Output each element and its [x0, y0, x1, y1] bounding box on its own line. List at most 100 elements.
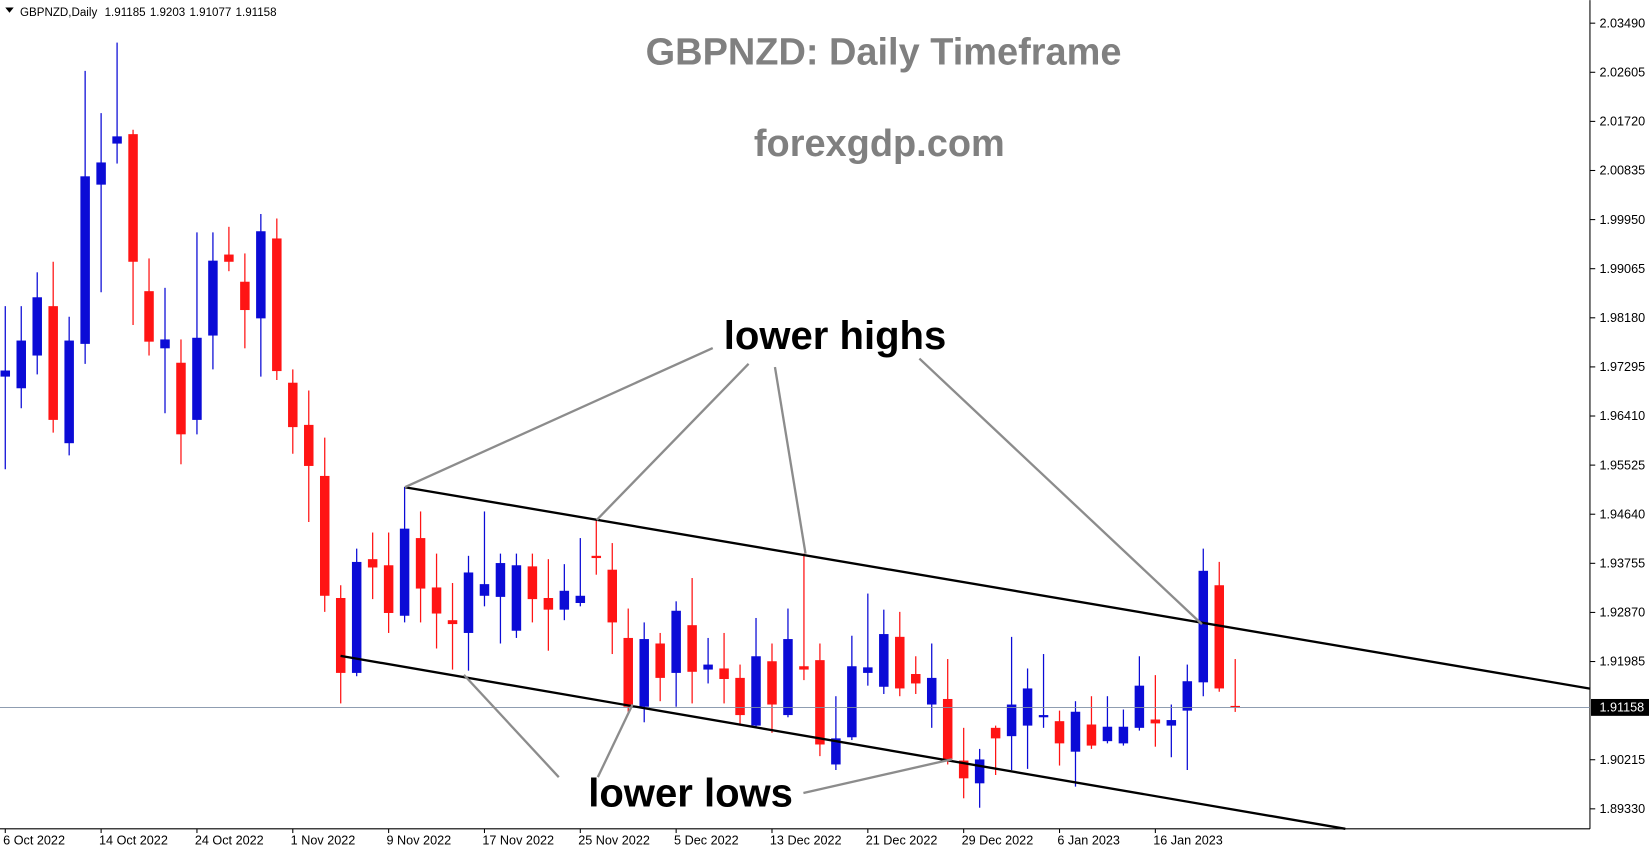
candle-body: [1214, 585, 1224, 689]
candle-body: [256, 231, 266, 319]
candle-body: [64, 340, 74, 444]
candle-body: [719, 668, 729, 680]
plot-area: [0, 42, 1590, 808]
candle-body: [671, 610, 681, 673]
candle-body: [463, 572, 474, 633]
candle-body: [735, 677, 745, 716]
x-tick-label: 9 Nov 2022: [387, 834, 452, 848]
chart-subtitle: forexgdp.com: [754, 123, 1005, 165]
candle-body: [80, 176, 90, 344]
candle-body: [815, 660, 825, 745]
pointer-line: [463, 674, 560, 778]
candle-body: [1230, 705, 1240, 708]
candle-body: [799, 666, 809, 670]
current-price-box: [1591, 698, 1649, 716]
y-tick-label: 2.01720: [1599, 115, 1645, 129]
candle-body: [607, 569, 618, 623]
annotation: lower highs: [724, 314, 947, 358]
header-arrow: [5, 7, 14, 13]
candle-body: [1198, 570, 1209, 683]
candle-body: [639, 639, 649, 707]
candle-body: [48, 306, 58, 420]
pointer-line: [918, 357, 1203, 626]
y-tick-label: 1.91985: [1599, 655, 1645, 669]
candle-body: [1150, 719, 1161, 724]
candle-body: [559, 590, 570, 610]
y-tick-label: 1.92870: [1599, 606, 1645, 620]
y-tick-label: 1.95525: [1599, 458, 1645, 472]
y-tick-label: 2.03490: [1599, 16, 1645, 30]
candle-body: [1054, 721, 1065, 744]
chart-title: GBPNZD: Daily Timeframe: [646, 31, 1122, 73]
candle-body: [304, 424, 314, 466]
candle-body: [1134, 685, 1145, 728]
y-tick-label: 1.93755: [1599, 557, 1645, 571]
y-tick-label: 1.89330: [1599, 802, 1645, 816]
candle-body: [272, 238, 282, 372]
candle-body: [990, 727, 1001, 739]
x-tick-label: 6 Jan 2023: [1057, 834, 1120, 848]
candle-body: [543, 597, 554, 610]
candle-body: [367, 559, 378, 568]
candle-body: [767, 661, 777, 705]
x-tick-label: 14 Oct 2022: [99, 834, 168, 848]
y-tick-label: 1.97295: [1599, 360, 1645, 374]
candle-body: [224, 254, 234, 262]
candle-body: [958, 760, 969, 779]
annotation: lower lows: [588, 772, 793, 816]
candle-body: [112, 136, 122, 144]
y-tick-label: 1.99950: [1599, 213, 1645, 227]
candle-body: [96, 162, 106, 185]
candle-body: [16, 340, 26, 389]
header-low: 1.91077: [189, 7, 231, 19]
pointer-line: [404, 346, 714, 489]
x-tick-label: 5 Dec 2022: [674, 834, 739, 848]
candle-body: [863, 667, 873, 673]
candle-body: [703, 664, 713, 670]
candle-body: [575, 595, 586, 603]
y-tick-label: 1.98180: [1599, 311, 1645, 325]
candle-body: [591, 555, 602, 559]
candle-body: [1070, 711, 1081, 752]
candle-body: [431, 587, 442, 614]
y-tick-label: 2.02605: [1599, 66, 1645, 80]
candle-body: [1118, 726, 1129, 744]
candle-body: [160, 339, 170, 349]
y-tick-label: 1.90215: [1599, 753, 1645, 767]
candle-body: [831, 738, 841, 765]
candle-body: [0, 370, 11, 377]
candle-body: [415, 538, 426, 589]
upper-channel-line: [404, 486, 1591, 690]
candle-body: [335, 597, 346, 673]
x-tick-label: 6 Oct 2022: [3, 834, 65, 848]
x-tick-label: 29 Dec 2022: [962, 834, 1034, 848]
candle-body: [942, 698, 953, 760]
candle-body: [319, 475, 330, 596]
y-tick-label: 2.00835: [1599, 164, 1645, 178]
candle-body: [1166, 720, 1177, 726]
candle-body: [895, 636, 905, 689]
x-tick-label: 24 Oct 2022: [195, 834, 264, 848]
pointer-line: [596, 703, 634, 778]
x-tick-label: 13 Dec 2022: [770, 834, 842, 848]
candle-body: [751, 656, 761, 726]
candle-body: [399, 528, 410, 616]
candle-body: [847, 666, 857, 738]
candle-body: [288, 382, 298, 428]
candle-body: [208, 260, 218, 336]
y-tick-label: 1.94640: [1599, 507, 1645, 521]
candle-body: [447, 620, 458, 625]
symbol: GBPNZD,Daily: [20, 7, 97, 19]
candle-body: [911, 674, 921, 684]
candle-body: [926, 677, 937, 705]
pointer-line: [803, 758, 953, 795]
candle-body: [974, 759, 985, 784]
candle-body: [527, 566, 538, 600]
pointer-line: [595, 363, 750, 521]
candle-body: [1006, 704, 1017, 737]
candle-body: [192, 337, 202, 420]
y-tick-label: 1.96410: [1599, 409, 1645, 423]
pointer-line: [773, 366, 807, 554]
